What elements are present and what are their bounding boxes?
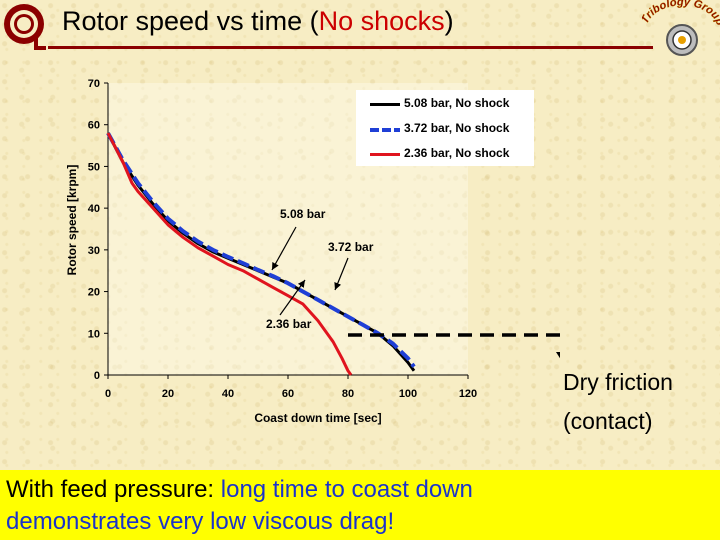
x-tick-label: 100: [399, 388, 417, 400]
series-line-3: [106, 132, 353, 376]
y-tick-label: 40: [88, 203, 100, 215]
title-underline: [48, 46, 653, 49]
dry-friction-label: Dry friction: [563, 369, 673, 395]
x-axis-label: Coast down time [sec]: [254, 411, 381, 425]
legend-swatch-blue: [370, 128, 400, 132]
contact-label: (contact): [563, 408, 653, 434]
x-tick-label: 80: [342, 388, 354, 400]
y-tick-label: 30: [88, 245, 100, 257]
university-logo-icon: [4, 4, 46, 50]
y-tick-label: 20: [88, 287, 100, 299]
x-tick-label: 20: [162, 388, 174, 400]
legend-entry-2-36: 2.36 bar, No shock: [356, 142, 534, 166]
legend-swatch-black: [370, 103, 400, 106]
x-tick-label: 0: [105, 388, 111, 400]
svg-text:Tribology Group: Tribology Group: [642, 0, 720, 27]
slide-title: Rotor speed vs time (No shocks): [62, 6, 454, 36]
y-tick-label: 60: [88, 120, 100, 132]
legend-swatch-red: [370, 153, 400, 156]
logo-right-text: Tribology Group: [642, 0, 720, 28]
title-highlight: No shocks: [318, 6, 445, 36]
y-tick-label: 70: [88, 78, 100, 90]
annotation-arrow-2: [334, 257, 349, 291]
annotation-arrow-1: [271, 226, 297, 271]
legend-label: 3.72 bar, No shock: [404, 121, 510, 135]
chart-legend: 5.08 bar, No shock 3.72 bar, No shock 2.…: [356, 90, 534, 166]
legend-label: 5.08 bar, No shock: [404, 96, 510, 110]
y-tick-label: 0: [94, 370, 100, 382]
x-tick-label: 40: [222, 388, 234, 400]
legend-entry-3-72: 3.72 bar, No shock: [356, 117, 534, 141]
annotation-5-08-bar: 5.08 bar: [280, 207, 326, 221]
tribology-group-logo-icon: Tribology Group: [642, 0, 720, 56]
series-line-2: [106, 132, 416, 368]
caption-box: With feed pressure: long time to coast d…: [0, 470, 720, 540]
caption-line-2: demonstrates very low viscous drag!: [6, 508, 395, 535]
y-axis-label: Rotor speed [krpm]: [65, 165, 79, 276]
x-tick-label: 120: [459, 388, 477, 400]
x-tick-label: 60: [282, 388, 294, 400]
annotation-3-72-bar: 3.72 bar: [328, 240, 374, 254]
dry-friction-arrow-head: [556, 352, 560, 359]
caption-line-1: With feed pressure: long time to coast d…: [6, 476, 473, 503]
legend-label: 2.36 bar, No shock: [404, 146, 510, 160]
y-tick-label: 50: [88, 161, 100, 173]
legend-entry-5-08: 5.08 bar, No shock: [356, 92, 534, 116]
y-tick-label: 10: [88, 328, 100, 340]
annotation-arrow-3: [279, 279, 306, 316]
annotation-2-36-bar: 2.36 bar: [266, 317, 312, 331]
